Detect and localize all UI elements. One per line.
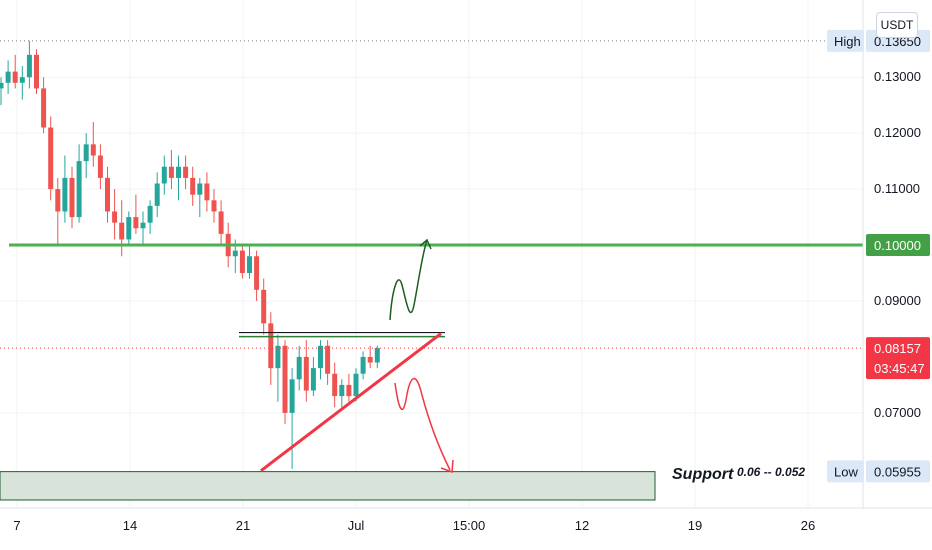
candle-body	[268, 323, 274, 369]
candle-body	[126, 217, 132, 240]
candle-body	[90, 144, 96, 156]
candle-body	[374, 347, 380, 363]
candle-body	[339, 384, 345, 397]
candle-body	[112, 211, 118, 223]
candle-body	[19, 77, 25, 83]
candle-body	[154, 183, 160, 206]
current-price-bg	[866, 337, 930, 380]
candle-body	[289, 379, 295, 413]
price-tick-label: 0.12000	[874, 125, 921, 140]
price-tick-label: 0.09000	[874, 293, 921, 308]
candle-body	[190, 177, 196, 195]
support-zone[interactable]	[0, 471, 656, 501]
candle-body	[34, 54, 39, 89]
candle-body	[218, 211, 224, 234]
candle-body	[55, 189, 61, 212]
price-axis[interactable]: 0.13000 0.12000 0.11000 0.09000 0.07000	[874, 69, 921, 420]
candle-body	[161, 166, 167, 184]
high-label-bg	[827, 29, 864, 52]
currency-unit-badge[interactable]: USDT	[876, 12, 918, 38]
candle-body	[183, 166, 189, 178]
candle-body	[83, 144, 89, 162]
candle-body	[239, 250, 245, 274]
candle-body	[97, 155, 103, 178]
time-tick-label: 26	[801, 518, 815, 533]
candle-body	[12, 71, 18, 83]
candle-body	[5, 71, 11, 83]
candle-body	[303, 356, 309, 391]
candlestick-series	[0, 40, 380, 469]
candle-body	[282, 345, 288, 413]
ascending-trendline[interactable]	[260, 332, 442, 472]
neckline[interactable]	[239, 331, 445, 338]
time-tick-label: 14	[123, 518, 137, 533]
chart-grid	[0, 0, 863, 508]
high-label: High	[827, 29, 864, 52]
candle-body	[133, 217, 139, 229]
bearish-arrowhead-icon	[440, 459, 454, 474]
candle-body	[69, 177, 75, 218]
low-label-text: Low	[834, 464, 858, 479]
candle-body	[197, 183, 203, 195]
candle-body	[310, 368, 316, 391]
candle-body	[105, 177, 110, 212]
candle-body	[204, 183, 210, 201]
time-tick-label: 15:00	[453, 518, 486, 533]
candle-body	[41, 88, 47, 128]
time-tick-label: 12	[575, 518, 589, 533]
low-label-bg	[827, 460, 864, 483]
candle-body	[140, 222, 146, 229]
level-price-tag-bg	[866, 234, 930, 257]
candle-body	[318, 345, 323, 369]
candle-body	[254, 256, 260, 290]
candle-body	[211, 200, 217, 212]
low-price-tag-value: 0.05955	[874, 464, 921, 479]
candle-body	[62, 177, 68, 212]
price-tick-label: 0.07000	[874, 405, 921, 420]
candle-body	[275, 345, 281, 369]
level-price-tag[interactable]: 0.10000	[866, 234, 930, 257]
candle-body	[232, 250, 238, 257]
time-axis[interactable]: 7 14 21 Jul 15:00 12 19 26	[13, 518, 815, 533]
bullish-arrowhead-icon	[419, 238, 432, 250]
bullish-scenario-arrow[interactable]	[389, 239, 428, 321]
candle-body	[325, 345, 331, 374]
bearish-scenario-arrow[interactable]	[394, 378, 451, 471]
candle-body	[26, 54, 32, 78]
candle-body	[0, 82, 4, 89]
time-tick-label: 7	[13, 518, 20, 533]
time-tick-label: 19	[688, 518, 702, 533]
current-price-tag[interactable]: 0.08157 03:45:47	[866, 337, 930, 380]
level-price-tag-value: 0.10000	[874, 238, 921, 253]
candle-body	[119, 222, 125, 240]
candle-body	[353, 373, 359, 397]
bar-countdown: 03:45:47	[874, 361, 925, 376]
candle-body	[247, 256, 252, 274]
price-markers: 0.13650High0.05955Low0.100000.0815703:45…	[827, 29, 930, 483]
candle-body	[176, 166, 181, 178]
candle-body	[360, 356, 366, 374]
support-range-label: 0.06 -- 0.052	[737, 465, 806, 479]
time-tick-label: Jul	[348, 518, 365, 533]
candle-body	[367, 356, 373, 363]
support-label: Support	[672, 466, 734, 483]
candle-body	[48, 127, 54, 190]
price-tick-label: 0.11000	[874, 181, 920, 196]
price-tick-label: 0.13000	[874, 69, 921, 84]
candle-body	[296, 356, 302, 380]
current-price-value: 0.08157	[874, 341, 921, 356]
high-label-text: High	[834, 34, 861, 49]
low-price-tag-bg	[866, 460, 930, 483]
candle-body	[76, 161, 82, 218]
time-tick-label: 21	[236, 518, 250, 533]
low-label: Low	[827, 460, 864, 483]
candle-body	[346, 384, 352, 397]
candle-body	[168, 166, 174, 178]
candle-body	[261, 289, 267, 324]
low-price-tag[interactable]: 0.05955	[866, 460, 930, 483]
candle-body	[332, 373, 338, 397]
candle-body	[147, 205, 153, 223]
